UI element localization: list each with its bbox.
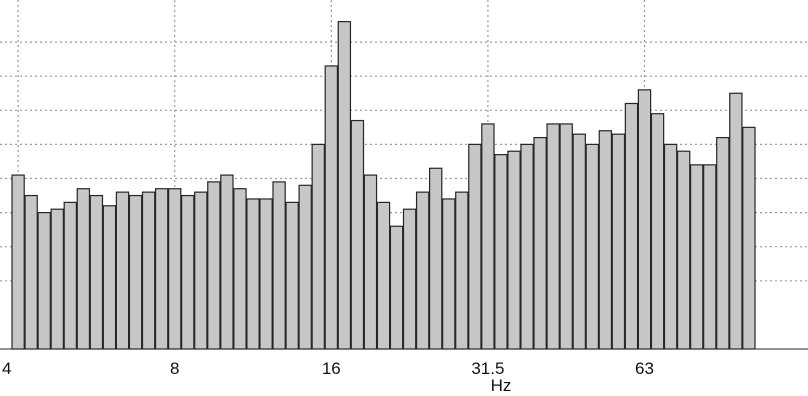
x-tick-label: 31.5 (471, 359, 504, 378)
bar (154, 188, 169, 350)
bars (11, 21, 756, 350)
bar (50, 208, 64, 350)
bar (703, 164, 717, 350)
x-tick-label: 8 (170, 359, 179, 378)
bar (742, 126, 756, 350)
bar (572, 133, 586, 350)
bar (402, 208, 417, 350)
bar (76, 188, 91, 350)
bar (272, 181, 286, 350)
bar (207, 181, 221, 350)
bar (181, 194, 195, 350)
x-tick-label: 16 (322, 359, 341, 378)
bar (259, 198, 273, 350)
bar (115, 191, 130, 350)
x-axis-label: Hz (491, 376, 512, 395)
bar (585, 143, 600, 350)
bar (533, 136, 547, 350)
bar (455, 191, 469, 350)
bar (611, 133, 626, 350)
bar (442, 198, 456, 350)
bar (507, 150, 521, 350)
bar (246, 198, 260, 350)
bar (637, 89, 652, 350)
bar (63, 201, 77, 350)
bar (363, 174, 378, 350)
bar (598, 130, 613, 350)
bar (650, 113, 665, 350)
bar (37, 212, 51, 350)
bar (102, 205, 117, 350)
bar (481, 123, 495, 350)
bar (494, 154, 508, 350)
bar (24, 194, 38, 350)
bar (389, 225, 404, 350)
bar (285, 201, 299, 350)
bar (11, 174, 25, 350)
bar (429, 167, 443, 350)
bar (676, 150, 691, 350)
bar (624, 102, 639, 350)
bar (729, 92, 743, 350)
bar (89, 194, 104, 350)
bar (233, 188, 247, 350)
bar (311, 143, 325, 350)
bar (468, 143, 482, 350)
bar (337, 21, 352, 350)
bar (663, 143, 678, 350)
bar (415, 191, 430, 350)
bar (128, 194, 143, 350)
bar (220, 174, 234, 350)
bar (689, 164, 704, 350)
bar (546, 123, 560, 350)
bar (141, 191, 156, 350)
bar (324, 65, 339, 350)
bar (376, 201, 391, 350)
x-tick-label: 63 (635, 359, 654, 378)
bar (520, 143, 534, 350)
bar (559, 123, 573, 350)
bar (168, 188, 182, 350)
bar (350, 119, 365, 350)
x-tick-labels: 4 8 16 31.5 63 (2, 359, 654, 378)
bar (194, 191, 208, 350)
bar (298, 184, 312, 350)
x-tick-label: 4 (2, 359, 11, 378)
bar (716, 136, 730, 350)
